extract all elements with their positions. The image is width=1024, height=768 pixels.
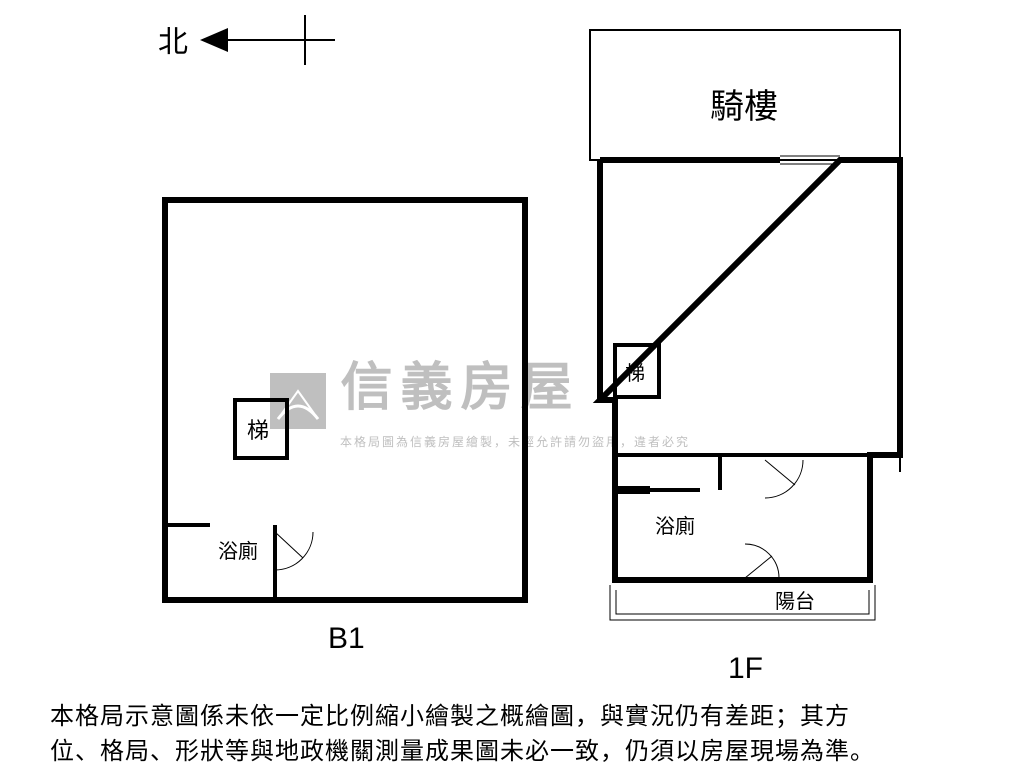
- compass-label: 北: [158, 26, 188, 59]
- floor-1f: 騎樓 梯 浴廁: [590, 30, 900, 685]
- compass-icon: 北: [158, 15, 335, 65]
- b1-bath-label: 浴廁: [218, 540, 258, 563]
- arcade-label: 騎樓: [710, 88, 778, 126]
- disclaimer-line1: 本格局示意圖係未依一定比例縮小繪製之概繪圖，與實況仍有差距；其方: [50, 703, 850, 730]
- f1-stair-label: 梯: [625, 362, 645, 385]
- floorplan-stage: 信義房屋 本格局圖為信義房屋繪製，未經允許請勿盜用，違者必究 北 梯 浴廁 B1: [0, 0, 1024, 768]
- f1-floor-label: 1F: [728, 652, 763, 685]
- f1-bath-label: 浴廁: [655, 515, 695, 538]
- disclaimer-text: 本格局示意圖係未依一定比例縮小繪製之概繪圖，與實況仍有差距；其方 位、格局、形狀…: [50, 700, 990, 768]
- floor-b1: 梯 浴廁 B1: [165, 200, 525, 655]
- b1-stair-label: 梯: [247, 418, 269, 443]
- disclaimer-line2: 位、格局、形狀等與地政機關測量成果圖未必一致，仍須以房屋現場為準。: [50, 738, 875, 765]
- balcony-label: 陽台: [775, 590, 815, 613]
- floorplan-svg: 北 梯 浴廁 B1 騎樓: [0, 0, 1024, 768]
- b1-floor-label: B1: [328, 622, 365, 655]
